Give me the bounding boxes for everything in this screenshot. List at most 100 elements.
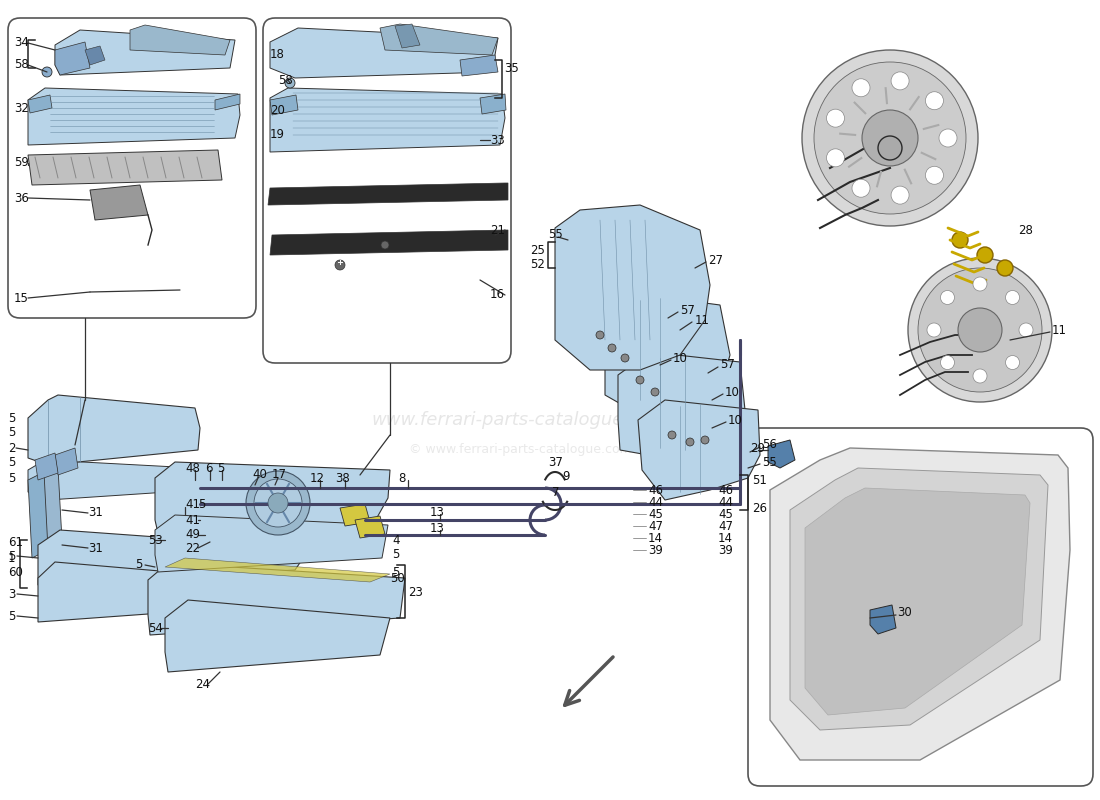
Polygon shape xyxy=(270,88,505,152)
Text: 57: 57 xyxy=(680,303,695,317)
Text: 52: 52 xyxy=(530,258,544,271)
Polygon shape xyxy=(395,24,420,48)
Polygon shape xyxy=(28,395,200,465)
Text: 56: 56 xyxy=(762,438,777,451)
Polygon shape xyxy=(790,468,1048,730)
Polygon shape xyxy=(870,605,896,634)
Text: 10: 10 xyxy=(728,414,743,426)
Circle shape xyxy=(701,436,710,444)
Text: 5: 5 xyxy=(8,550,15,562)
Text: 9: 9 xyxy=(562,470,570,482)
Text: 19: 19 xyxy=(270,129,285,142)
Text: 58: 58 xyxy=(278,74,293,86)
Polygon shape xyxy=(270,230,508,255)
Text: 45: 45 xyxy=(648,507,663,521)
Text: 4: 4 xyxy=(392,534,399,546)
Polygon shape xyxy=(165,600,390,672)
Text: 26: 26 xyxy=(752,502,767,514)
Text: 5: 5 xyxy=(135,558,142,571)
Text: 24: 24 xyxy=(195,678,210,691)
Text: 32: 32 xyxy=(14,102,29,114)
Text: 1: 1 xyxy=(8,551,15,565)
Text: 37: 37 xyxy=(548,455,563,469)
Text: 31: 31 xyxy=(88,506,103,519)
Text: 49: 49 xyxy=(185,529,200,542)
Text: 14: 14 xyxy=(648,531,663,545)
Text: 35: 35 xyxy=(504,62,519,74)
Circle shape xyxy=(862,110,918,166)
Circle shape xyxy=(940,290,955,305)
Text: 7: 7 xyxy=(552,486,560,498)
Text: 5: 5 xyxy=(8,471,15,485)
Polygon shape xyxy=(28,150,222,185)
Polygon shape xyxy=(28,95,52,113)
Text: 34: 34 xyxy=(14,37,29,50)
Text: 41: 41 xyxy=(185,514,200,526)
Circle shape xyxy=(336,260,345,270)
Text: 48: 48 xyxy=(185,462,200,474)
Circle shape xyxy=(925,92,944,110)
Text: © www.ferrari-parts-catalogue.com: © www.ferrari-parts-catalogue.com xyxy=(408,443,631,457)
Circle shape xyxy=(1019,323,1033,337)
Text: 36: 36 xyxy=(14,191,29,205)
Text: 17: 17 xyxy=(272,469,287,482)
Text: 33: 33 xyxy=(490,134,505,146)
Polygon shape xyxy=(379,24,498,55)
Polygon shape xyxy=(55,42,90,75)
Text: 51: 51 xyxy=(752,474,767,486)
Circle shape xyxy=(891,186,909,204)
Polygon shape xyxy=(605,295,730,415)
Polygon shape xyxy=(214,94,240,110)
Text: 5: 5 xyxy=(392,566,399,578)
Polygon shape xyxy=(270,28,498,78)
Text: 45: 45 xyxy=(718,507,733,521)
Polygon shape xyxy=(39,530,310,585)
Circle shape xyxy=(940,355,955,370)
Circle shape xyxy=(285,78,295,88)
Text: 15: 15 xyxy=(14,291,29,305)
Circle shape xyxy=(908,258,1052,402)
Text: 12: 12 xyxy=(310,471,324,485)
Text: 8: 8 xyxy=(398,471,406,485)
Polygon shape xyxy=(28,460,198,500)
Text: 5: 5 xyxy=(392,549,399,562)
FancyBboxPatch shape xyxy=(263,18,512,363)
Text: 55: 55 xyxy=(762,455,777,469)
Circle shape xyxy=(608,344,616,352)
Circle shape xyxy=(246,471,310,535)
Circle shape xyxy=(814,62,966,214)
Circle shape xyxy=(977,247,993,263)
Circle shape xyxy=(254,479,303,527)
Polygon shape xyxy=(270,95,298,115)
Circle shape xyxy=(952,232,968,248)
Circle shape xyxy=(636,376,644,384)
Circle shape xyxy=(974,277,987,291)
Text: 25: 25 xyxy=(530,243,544,257)
Polygon shape xyxy=(340,504,370,526)
FancyBboxPatch shape xyxy=(748,428,1093,786)
Circle shape xyxy=(381,241,389,249)
Polygon shape xyxy=(90,185,148,220)
Polygon shape xyxy=(165,558,390,582)
Circle shape xyxy=(927,323,940,337)
Circle shape xyxy=(42,67,52,77)
Text: 54: 54 xyxy=(148,622,163,634)
Text: 39: 39 xyxy=(718,543,733,557)
Text: 23: 23 xyxy=(408,586,422,598)
Text: 60: 60 xyxy=(8,566,23,578)
Circle shape xyxy=(925,166,944,184)
Circle shape xyxy=(939,129,957,147)
Text: 28: 28 xyxy=(1018,223,1033,237)
Circle shape xyxy=(878,136,902,160)
Polygon shape xyxy=(768,440,795,468)
Polygon shape xyxy=(28,472,48,558)
Text: 47: 47 xyxy=(648,519,663,533)
Text: 58: 58 xyxy=(14,58,29,71)
Polygon shape xyxy=(355,516,385,538)
Text: 11: 11 xyxy=(1052,323,1067,337)
Polygon shape xyxy=(556,205,710,370)
Circle shape xyxy=(918,268,1042,392)
Polygon shape xyxy=(638,400,760,500)
Text: 59: 59 xyxy=(14,157,29,170)
Polygon shape xyxy=(130,25,230,55)
